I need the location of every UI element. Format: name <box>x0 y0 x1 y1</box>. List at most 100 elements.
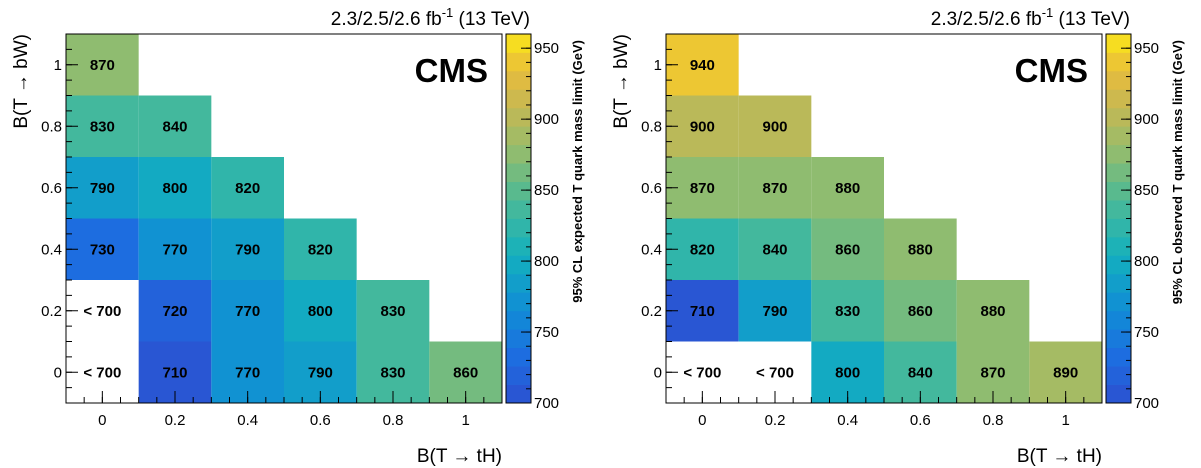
cell-value-label: 790 <box>762 303 787 320</box>
heatmap-cell <box>138 280 212 342</box>
cell-value-label: 870 <box>762 180 787 197</box>
color-bar-band <box>1106 384 1131 404</box>
cell-value-label: 870 <box>90 57 115 74</box>
cell-value-label: 860 <box>835 241 860 258</box>
energy-label: (13 TeV) <box>1053 9 1130 30</box>
color-bar: 700 750 800 850 900 950 95% CL observed T quar… <box>1105 33 1185 412</box>
cell-value-label: < 700 <box>83 303 121 320</box>
heatmap-cell <box>884 218 957 280</box>
y-tick-label: 0 <box>54 364 62 381</box>
x-tick-label: 0.8 <box>983 412 1004 429</box>
color-bar-band <box>506 107 531 127</box>
heatmap-cell <box>211 280 284 342</box>
cell-value-label: 840 <box>762 241 787 258</box>
cell-value-label: 840 <box>162 118 187 135</box>
y-axis-title: B(T → bW) <box>11 34 32 129</box>
z-axis-title: 95% CL expected T quark mass limit (GeV) <box>570 40 585 303</box>
z-tick-label: 750 <box>1134 324 1159 341</box>
heatmap-cell <box>738 280 812 342</box>
z-tick-label: 900 <box>534 111 559 128</box>
color-bar-band <box>506 236 531 256</box>
x-axis: 0 0.2 0.4 0.6 0.8 1 B(T → tH) <box>65 391 503 467</box>
color-bar-band <box>506 70 531 90</box>
x-tick-label: 0.4 <box>837 412 858 429</box>
heatmap-cell <box>956 280 1030 342</box>
cell-value-label: < 700 <box>683 364 721 381</box>
z-tick-label: 700 <box>1134 395 1159 412</box>
color-bar-band <box>506 200 531 219</box>
color-bar-band <box>506 34 531 53</box>
cell-value-label: 830 <box>835 303 860 320</box>
color-bar-band <box>506 310 531 330</box>
color-bar-band <box>506 329 531 349</box>
x-tick-label: 0.6 <box>910 412 931 429</box>
cell-value-label: 830 <box>380 364 405 381</box>
cell-value-label: 730 <box>90 241 115 258</box>
z-tick-label: 850 <box>534 182 559 199</box>
z-tick-label: 750 <box>534 324 559 341</box>
cell-value-label: 800 <box>308 303 333 320</box>
cell-value-label: 800 <box>162 180 187 197</box>
color-bar-band <box>506 384 531 404</box>
heatmap-cell <box>738 95 812 157</box>
color-bar-band <box>506 218 531 238</box>
heatmap-cell <box>66 218 139 280</box>
color-bar-band <box>506 273 531 293</box>
cell-value-label: 720 <box>162 303 187 320</box>
color-bar-band <box>1106 200 1131 219</box>
cell-value-label: 770 <box>162 241 187 258</box>
y-tick-label: 1 <box>54 57 62 74</box>
heatmap-cell <box>284 280 357 342</box>
observed-limit-heatmap: < 700 < 700 800 840 870 890 710 790 830 860 880 820… <box>611 5 1185 467</box>
y-tick-label: 0.2 <box>41 303 62 320</box>
y-tick-label: 0.8 <box>641 118 662 135</box>
luminosity-value: 2.3/2.5/2.6 fb <box>331 9 442 30</box>
cms-label: CMS <box>415 52 488 89</box>
z-tick-label: 900 <box>1134 111 1159 128</box>
color-bar-band <box>1106 273 1131 293</box>
expected-limit-heatmap: < 700 710 770 790 830 860 < 700 720 770 800 830 730… <box>11 5 585 467</box>
heatmap-cell <box>356 280 430 342</box>
color-bar-band <box>1106 347 1131 367</box>
color-bar: 700 750 800 850 900 950 95% CL expected T quar… <box>505 33 585 412</box>
cell-value-label: 890 <box>1053 364 1078 381</box>
color-bar-band <box>1106 218 1131 238</box>
heatmap-cell <box>666 280 739 342</box>
x-tick-label: 1 <box>1061 412 1069 429</box>
heatmap-cell <box>666 157 739 219</box>
y-tick-label: 0.8 <box>41 118 62 135</box>
color-bar-band <box>1106 70 1131 90</box>
color-bar-band <box>1106 107 1131 127</box>
z-tick-label: 950 <box>534 40 559 57</box>
color-bar-band <box>506 347 531 367</box>
cms-label: CMS <box>1015 52 1088 89</box>
cell-value-label: 860 <box>908 303 933 320</box>
cell-value-label: 820 <box>308 241 333 258</box>
heatmap-cell <box>811 157 884 219</box>
x-tick-label: 1 <box>461 412 469 429</box>
heatmap-cell <box>211 157 284 219</box>
x-tick-label: 0.2 <box>165 412 186 429</box>
color-bar-band <box>1106 34 1131 53</box>
heatmap-cell <box>66 157 139 219</box>
color-bar-band <box>506 181 531 201</box>
cell-value-label: 880 <box>980 303 1005 320</box>
color-bar-band <box>1106 292 1131 312</box>
z-tick-label: 800 <box>1134 253 1159 270</box>
color-bar-band <box>506 144 531 164</box>
heatmap-cell <box>138 218 212 280</box>
z-tick-label: 850 <box>1134 182 1159 199</box>
cell-value-label: 820 <box>690 241 715 258</box>
color-bar-band <box>1106 181 1131 201</box>
cell-value-label: < 700 <box>83 364 121 381</box>
x-tick-label: 0.6 <box>310 412 331 429</box>
y-axis: 0 0.2 0.4 0.6 0.8 1 B(T → bW) <box>11 33 78 404</box>
x-tick-label: 0 <box>98 412 106 429</box>
color-bar-band <box>1106 89 1131 109</box>
z-axis-title: 95% CL observed T quark mass limit (GeV) <box>1170 40 1185 304</box>
heatmap-cell <box>138 95 212 157</box>
cell-value-label: 860 <box>453 364 478 381</box>
heatmap-cell <box>666 34 739 96</box>
color-bar-band <box>1106 366 1131 385</box>
